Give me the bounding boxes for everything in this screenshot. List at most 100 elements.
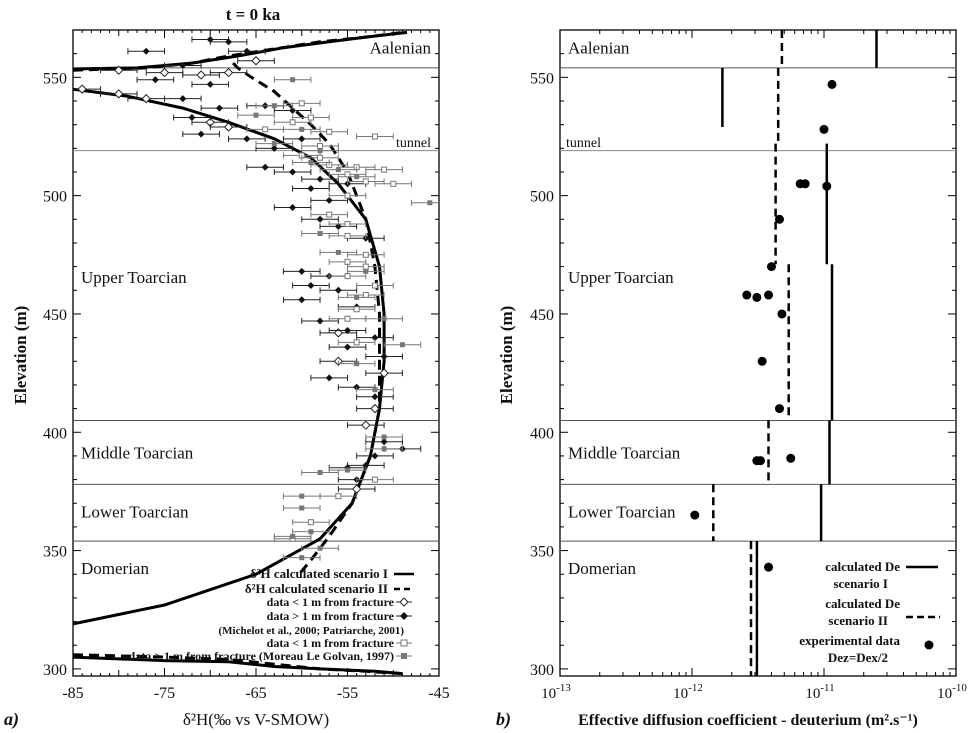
data-point-filled-diamond [316,317,324,325]
data-point-open-diamond [141,93,151,104]
panel-a-title: t = 0 ka [226,5,281,24]
data-point-filled-square [308,160,314,166]
data-point-open-diamond [159,67,170,78]
layer-label: Upper Toarcian [81,268,187,287]
data-point-filled-square [299,126,305,132]
data-point-filled-square [271,103,277,109]
experimental-data-point [690,510,700,520]
data-point-filled-diamond [316,175,324,183]
legend-symbol-open-square [400,639,408,647]
legend-entry-text: data < 1 m from fracture [267,636,395,650]
x-tick-label: -75 [154,685,175,702]
legend-symbol-dot [924,640,934,650]
data-point-filled-square [345,467,350,473]
legend-entry-text: calculated De [825,596,900,611]
data-point-filled-square [317,231,323,237]
data-point-open-square [371,476,378,483]
data-point-open-square [362,292,369,299]
x-tick-label: -55 [337,685,358,702]
data-point-open-square [344,221,351,228]
experimental-data-point [819,124,829,134]
legend-symbol-filled-square [401,653,407,659]
data-point-open-diamond [379,368,389,378]
data-point-filled-square [308,529,314,535]
data-point-open-diamond [223,122,234,132]
data-point-filled-diamond [298,296,306,304]
y-tick-label: 550 [43,70,67,87]
data-point-filled-square [290,533,296,539]
y-tick-label: 300 [530,662,554,679]
x-tick-label: 10-10 [937,682,967,702]
experimental-data-point [742,290,752,300]
layer-label: Domerian [568,559,636,578]
data-point-filled-diamond [289,203,297,211]
panel-b-ylabel: Elevation (m) [497,306,516,405]
layer-label: Domerian [81,559,149,578]
legend-entry-text: data < 1 m from fracture [267,595,395,609]
data-point-open-diamond [251,56,261,66]
panel-a-letter: a) [4,709,19,730]
data-point-open-square [307,114,314,121]
panel-b-layer-boundaries [560,67,956,542]
legend-entry-text: data > 1 m from fracture [267,609,395,623]
y-tick-label: 550 [530,70,554,87]
data-point-filled-diamond [298,135,306,143]
y-tick-label: 500 [530,189,554,206]
layer-label: Lower Toarcian [568,502,676,521]
data-point-filled-diamond [206,80,214,88]
data-point-open-square [362,263,369,270]
legend-entry-text: (Michelot et al., 2000; Patriarche, 2001… [218,625,404,637]
data-point-filled-diamond [325,374,333,382]
data-point-filled-square [271,141,277,147]
y-tick-label: 350 [530,544,554,561]
data-point-filled-square [299,555,305,561]
data-point-filled-diamond [243,47,251,55]
data-point-filled-diamond [325,196,333,204]
scenario-ii-curve [73,653,403,676]
x-tick-label: -65 [245,685,266,702]
data-point-open-square [317,142,324,149]
data-point-filled-square [290,77,296,83]
data-point-filled-diamond [344,343,351,351]
data-point-open-square [362,178,369,185]
data-point-filled-square [299,493,305,499]
data-point-filled-diamond [380,438,388,446]
experimental-data-point [777,309,787,319]
data-point-filled-diamond [344,327,351,335]
legend-entry-text: δ²H calculated scenario I [250,566,388,581]
scenario-ii-curve [232,62,381,578]
legend-entry-subtext: Dez=Dex/2 [828,650,888,665]
panel-b-legend: calculated De scenario I calculated De scen… [799,559,940,665]
x-tick-label: -85 [62,685,83,702]
panel-b-layer-labels: Aalenian tunnel Upper Toarcian Middle Toarc… [566,39,681,579]
data-point-open-diamond [361,420,371,430]
scenario-i-curve [73,655,403,676]
experimental-data-point [755,456,765,466]
data-point-filled-diamond [289,168,297,176]
data-point-filled-square [399,342,405,348]
data-point-filled-square [354,294,360,300]
data-point-filled-square [427,200,433,206]
data-point-open-square [335,493,342,500]
scenario-i-curve [73,30,408,71]
layer-label: Upper Toarcian [568,268,674,287]
y-tick-label: 350 [43,544,67,561]
data-point-open-square [307,519,314,526]
data-point-open-square [298,100,305,107]
experimental-data-point [764,290,774,300]
data-point-filled-diamond [298,267,306,275]
data-point-open-square [353,339,360,346]
data-point-open-diamond [196,70,206,80]
data-point-open-diamond [333,328,344,338]
y-tick-label: 300 [43,662,67,679]
data-point-filled-diamond [179,95,187,103]
data-point-open-square [362,251,369,258]
data-point-open-square [381,166,388,173]
data-point-filled-diamond [371,393,379,401]
panel-a-ylabel: Elevation (m) [11,306,30,405]
data-point-filled-diamond [270,144,278,152]
panel-a-chart: Aalenian tunnel Upper Toarcian Middle Toarc… [4,29,450,730]
data-point-filled-diamond [307,282,315,290]
y-tick-label: 500 [43,189,67,206]
